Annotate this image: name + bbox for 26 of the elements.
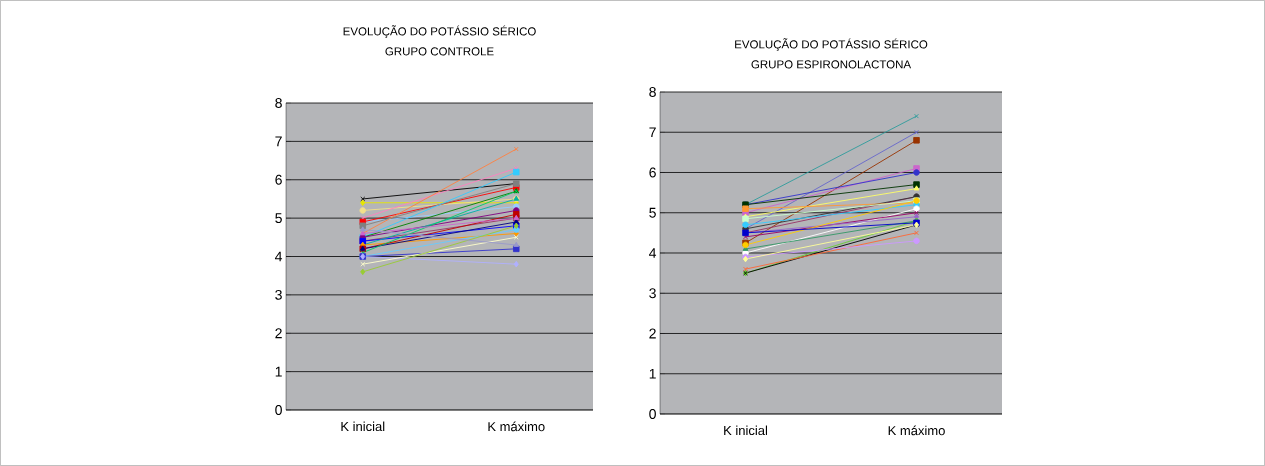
y-tick-label: 3	[275, 289, 282, 300]
y-tick-label: 1	[649, 368, 656, 379]
chart-title: EVOLUÇÃO DO POTÁSSIO SÉRICO	[735, 38, 928, 51]
y-tick-label: 6	[649, 167, 656, 178]
y-tick-label: 1	[275, 366, 282, 377]
y-tick-label: 0	[275, 405, 282, 415]
y-tick-label: 4	[275, 251, 283, 262]
y-tick-label: 3	[649, 288, 656, 299]
chart-subtitle: GRUPO ESPIRONOLACTONA	[751, 60, 912, 69]
chart-title: EVOLUÇÃO DO POTÁSSIO SÉRICO	[343, 25, 536, 38]
y-tick-label: 4	[649, 248, 657, 258]
y-tick-label: 0	[649, 409, 656, 419]
x-tick-label: K inicial	[341, 421, 385, 432]
y-tick-label: 6	[275, 174, 282, 185]
x-tick-label: K inicial	[724, 425, 768, 436]
y-tick-label: 7	[275, 136, 282, 147]
y-tick-label: 2	[275, 328, 282, 339]
x-tick-label: K máximo	[488, 421, 545, 432]
y-tick-label: 7	[649, 127, 656, 138]
y-tick-label: 5	[649, 207, 656, 218]
y-tick-label: 5	[275, 213, 282, 224]
chart-subtitle: GRUPO CONTROLE	[385, 47, 494, 56]
y-tick-label: 2	[649, 328, 656, 339]
x-tick-label: K máximo	[888, 425, 945, 436]
y-tick-label: 8	[649, 87, 656, 97]
y-tick-label: 8	[275, 98, 282, 108]
